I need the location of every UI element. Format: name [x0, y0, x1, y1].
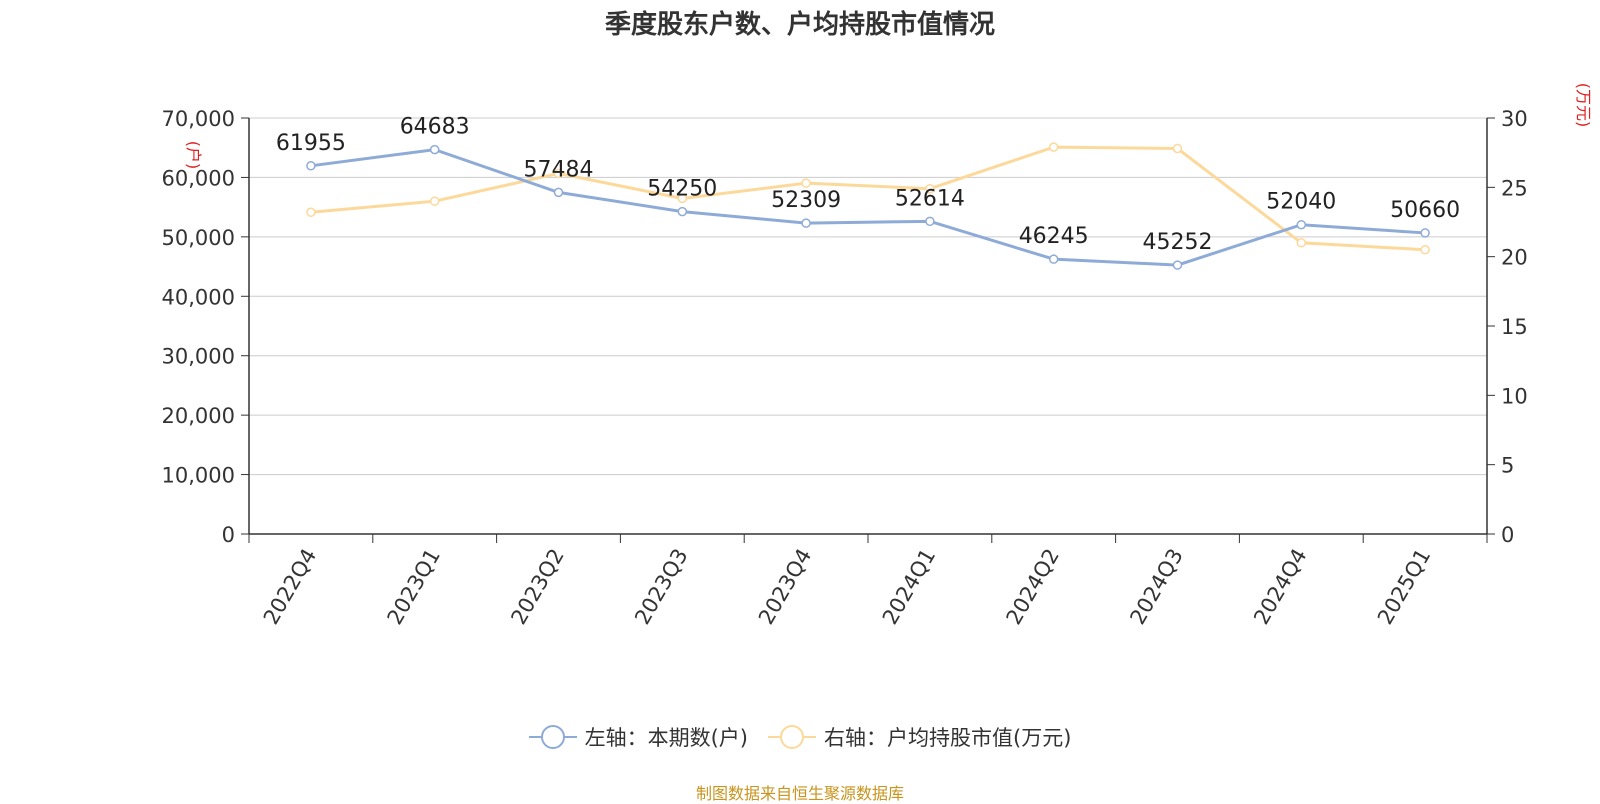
series-point-right-axis: [553, 168, 564, 179]
series-line-left-axis: [310, 148, 1426, 267]
left-axis-unit: (户): [184, 141, 203, 170]
legend-right-series-label: 右轴：户均持股市值(万元): [824, 726, 1072, 750]
left-axis-tick-label: 60,000: [162, 166, 235, 190]
series-point-left-axis: [429, 144, 440, 155]
series-point-right-axis: [1172, 143, 1183, 154]
right-axis-tick-label: 20: [1501, 246, 1528, 270]
series-point-left-axis: [306, 161, 316, 171]
left-axis-tick-label: 70,000: [162, 107, 235, 131]
left-axis-tick-label: 10,000: [162, 464, 235, 488]
series-point-left-axis: [1420, 228, 1430, 238]
data-label: 52614: [895, 186, 965, 211]
series-point-left-axis: [1048, 254, 1059, 264]
x-axis-tick-label: 2024Q3: [1125, 545, 1187, 629]
data-label: 57484: [524, 157, 594, 182]
x-axis-tick-label: 2024Q1: [878, 545, 940, 629]
right-axis-tick-label: 25: [1501, 176, 1528, 200]
series-point-right-axis: [1048, 142, 1059, 152]
chart-title: 季度股东户数、户均持股市值情况: [604, 10, 995, 40]
series-point-right-axis: [306, 207, 316, 218]
data-label: 50660: [1390, 198, 1460, 223]
series-point-right-axis: [677, 193, 688, 204]
data-label: 52309: [771, 188, 841, 213]
series-point-left-axis: [1172, 260, 1183, 270]
series-point-right-axis: [801, 178, 811, 188]
left-axis-tick-label: 40,000: [162, 285, 235, 309]
x-axis-tick-label: 2023Q4: [754, 545, 816, 629]
data-label: 64683: [400, 115, 470, 140]
x-axis-tick-label: 2024Q2: [1002, 545, 1064, 629]
series-point-left-axis: [677, 206, 688, 217]
right-axis-tick-label: 0: [1501, 523, 1514, 547]
x-axis-tick-label: 2024Q4: [1249, 545, 1311, 629]
left-axis-tick-label: 0: [222, 523, 235, 547]
series-point-left-axis: [801, 218, 811, 228]
data-label: 52040: [1266, 190, 1336, 215]
series-point-left-axis: [1296, 219, 1307, 230]
data-label: 45252: [1143, 230, 1213, 255]
data-label: 61955: [276, 131, 346, 156]
right-axis-tick-label: 10: [1501, 384, 1528, 408]
right-axis-unit: (万元): [1574, 83, 1593, 128]
x-axis-tick-label: 2023Q3: [630, 545, 692, 629]
legend-left-series-icon: [528, 725, 577, 749]
source-note: 制图数据来自恒生聚源数据库: [695, 784, 904, 803]
legend-left-series-label: 左轴：本期数(户): [584, 726, 748, 750]
series-point-right-axis: [1420, 244, 1430, 255]
data-label: 54250: [647, 177, 717, 202]
series-line-right-axis: [310, 145, 1426, 252]
legend-right-series-icon: [768, 725, 816, 749]
left-axis-tick-label: 30,000: [162, 345, 235, 369]
legend-item-right-series[interactable]: 右轴：户均持股市值(万元): [768, 722, 1071, 752]
legend-item-left-series[interactable]: 左轴：本期数(户): [528, 722, 748, 752]
right-axis-tick-label: 5: [1501, 454, 1514, 478]
left-axis-tick-label: 50,000: [162, 226, 235, 250]
x-axis-tick-label: 2025Q1: [1373, 545, 1435, 629]
x-axis-tick-label: 2023Q1: [383, 545, 445, 629]
right-axis-tick-label: 30: [1501, 107, 1528, 131]
x-axis-tick-label: 2023Q2: [506, 545, 568, 629]
series-point-left-axis: [925, 216, 935, 227]
series-point-right-axis: [429, 196, 440, 206]
left-axis-tick-label: 20,000: [162, 404, 235, 428]
legend: 左轴：本期数(户) 右轴：户均持股市值(万元): [0, 722, 1600, 752]
series-point-left-axis: [553, 187, 564, 198]
data-label: 46245: [1019, 224, 1089, 249]
x-axis-tick-label: 2022Q4: [259, 545, 321, 629]
right-axis-tick-label: 15: [1501, 315, 1528, 339]
series-point-right-axis: [1296, 238, 1307, 248]
series-point-right-axis: [925, 183, 935, 194]
